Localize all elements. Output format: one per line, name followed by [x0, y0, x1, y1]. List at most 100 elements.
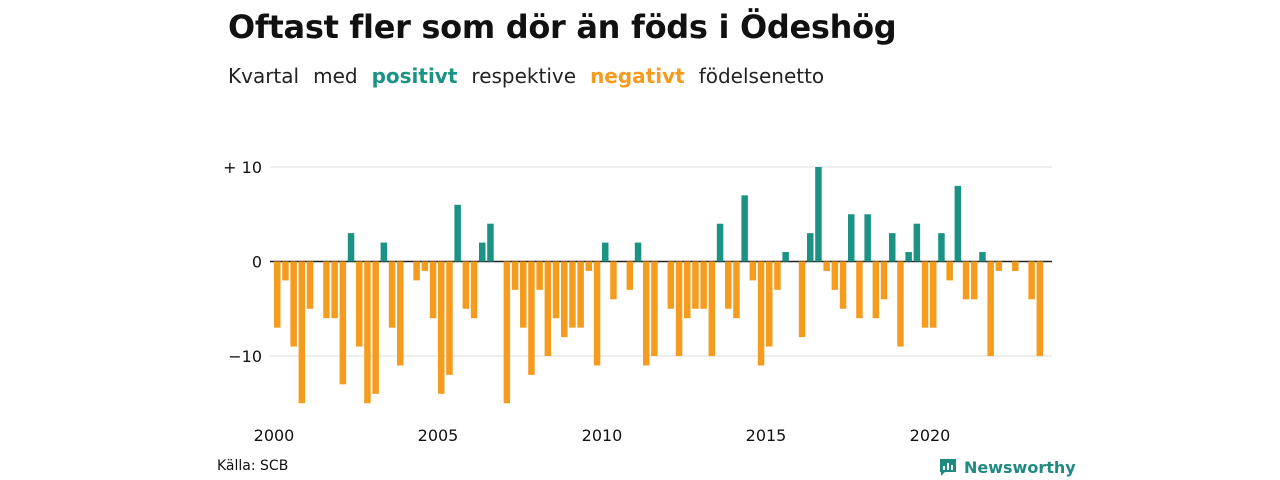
x-tick-label: 2000 — [254, 426, 295, 445]
bar-positive — [913, 223, 921, 262]
bar-negative — [282, 261, 289, 281]
bar-positive — [979, 252, 986, 262]
bar-negative — [930, 261, 937, 328]
bar-negative — [880, 261, 888, 300]
chart-subtitle: Kvartal med positivt respektive negativt föde… — [228, 64, 838, 88]
bar-negative — [552, 261, 560, 319]
bar-negative — [421, 261, 429, 271]
bar-negative — [692, 261, 699, 309]
x-tick-label: 2020 — [910, 426, 951, 445]
bar-positive — [905, 252, 912, 262]
subtitle-text-1: Kvartal — [228, 64, 300, 88]
bar-negative — [1028, 261, 1035, 300]
bar-negative — [700, 261, 707, 309]
subtitle-text-3: respektive — [471, 64, 577, 88]
bar-negative — [962, 261, 970, 300]
bar-negative — [470, 261, 478, 319]
x-tick-label: 2015 — [746, 426, 787, 445]
bar-negative — [323, 261, 330, 319]
bar-negative — [339, 261, 347, 385]
source-label: Källa: SCB — [217, 458, 289, 474]
bar-negative — [520, 261, 527, 328]
bar-negative — [1012, 261, 1019, 271]
bar-positive — [487, 223, 494, 262]
bar-negative — [536, 261, 543, 290]
bar-negative — [946, 261, 953, 281]
bar-negative — [364, 261, 371, 404]
bar-negative — [831, 261, 839, 290]
bar-negative — [372, 261, 379, 394]
bar-negative — [995, 261, 1003, 271]
bar-negative — [438, 261, 445, 394]
bar-positive — [864, 214, 871, 262]
bar-negative — [733, 261, 740, 319]
bar-negative — [610, 261, 617, 300]
bar-negative — [593, 261, 601, 366]
bar-negative — [921, 261, 929, 328]
bar-negative — [544, 261, 552, 356]
bar-negative — [388, 261, 396, 328]
bar-negative — [446, 261, 453, 375]
bar-negative — [503, 261, 511, 404]
bar-negative — [971, 261, 978, 300]
bar-positive — [782, 252, 789, 262]
bar-negative — [511, 261, 519, 290]
bar-negative — [356, 261, 363, 347]
bar-negative — [667, 261, 675, 309]
bar-positive — [954, 185, 962, 262]
bar-negative — [274, 261, 281, 328]
bar-negative — [675, 261, 683, 356]
bar-positive — [347, 233, 355, 262]
bar-negative — [290, 261, 297, 347]
bar-positive — [815, 167, 822, 262]
subtitle-negative-word: negativt — [590, 64, 685, 88]
bar-negative — [798, 261, 806, 338]
newsworthy-logo-icon — [940, 459, 956, 476]
bar-negative — [856, 261, 863, 319]
bar-negative — [298, 261, 306, 404]
bar-positive — [938, 233, 945, 262]
bar-negative — [872, 261, 880, 319]
bar-negative — [757, 261, 765, 366]
subtitle-text-2: med — [313, 64, 358, 88]
bar-positive — [741, 195, 748, 262]
y-tick-label: −10 — [228, 347, 262, 366]
subtitle-text-4: födelsenetto — [698, 64, 825, 88]
bar-positive — [380, 242, 388, 262]
bar-negative — [626, 261, 634, 290]
bar-negative — [987, 261, 994, 356]
bar-negative — [708, 261, 716, 356]
bar-negative — [684, 261, 691, 319]
bar-negative — [749, 261, 757, 281]
bar-negative — [651, 261, 658, 356]
bar-positive — [807, 233, 814, 262]
bar-negative — [528, 261, 535, 375]
bar-negative — [306, 261, 314, 309]
bar-negative — [331, 261, 338, 319]
bar-negative — [774, 261, 781, 290]
bar-positive — [602, 242, 609, 262]
bar-positive — [848, 214, 855, 262]
bar-negative — [569, 261, 576, 328]
bar-negative — [643, 261, 650, 366]
chart-title: Oftast fler som dör än föds i Ödeshög — [228, 8, 897, 46]
bar-negative — [839, 261, 847, 309]
brand-logo: Newsworthy — [938, 456, 1076, 478]
bar-negative — [897, 261, 904, 347]
bar-negative — [429, 261, 437, 319]
bar-positive — [889, 233, 896, 262]
bar-negative — [462, 261, 470, 309]
y-tick-label: + 10 — [223, 158, 262, 177]
bar-negative — [823, 261, 830, 271]
x-tick-label: 2005 — [418, 426, 459, 445]
bar-positive — [716, 223, 724, 262]
bar-negative — [725, 261, 732, 309]
bar-negative — [766, 261, 773, 347]
bar-negative — [561, 261, 568, 338]
bar-negative — [1036, 261, 1044, 356]
bar-positive — [454, 204, 461, 262]
bar-positive — [634, 242, 642, 262]
bar-negative — [397, 261, 404, 366]
y-tick-label: 0 — [252, 253, 262, 272]
